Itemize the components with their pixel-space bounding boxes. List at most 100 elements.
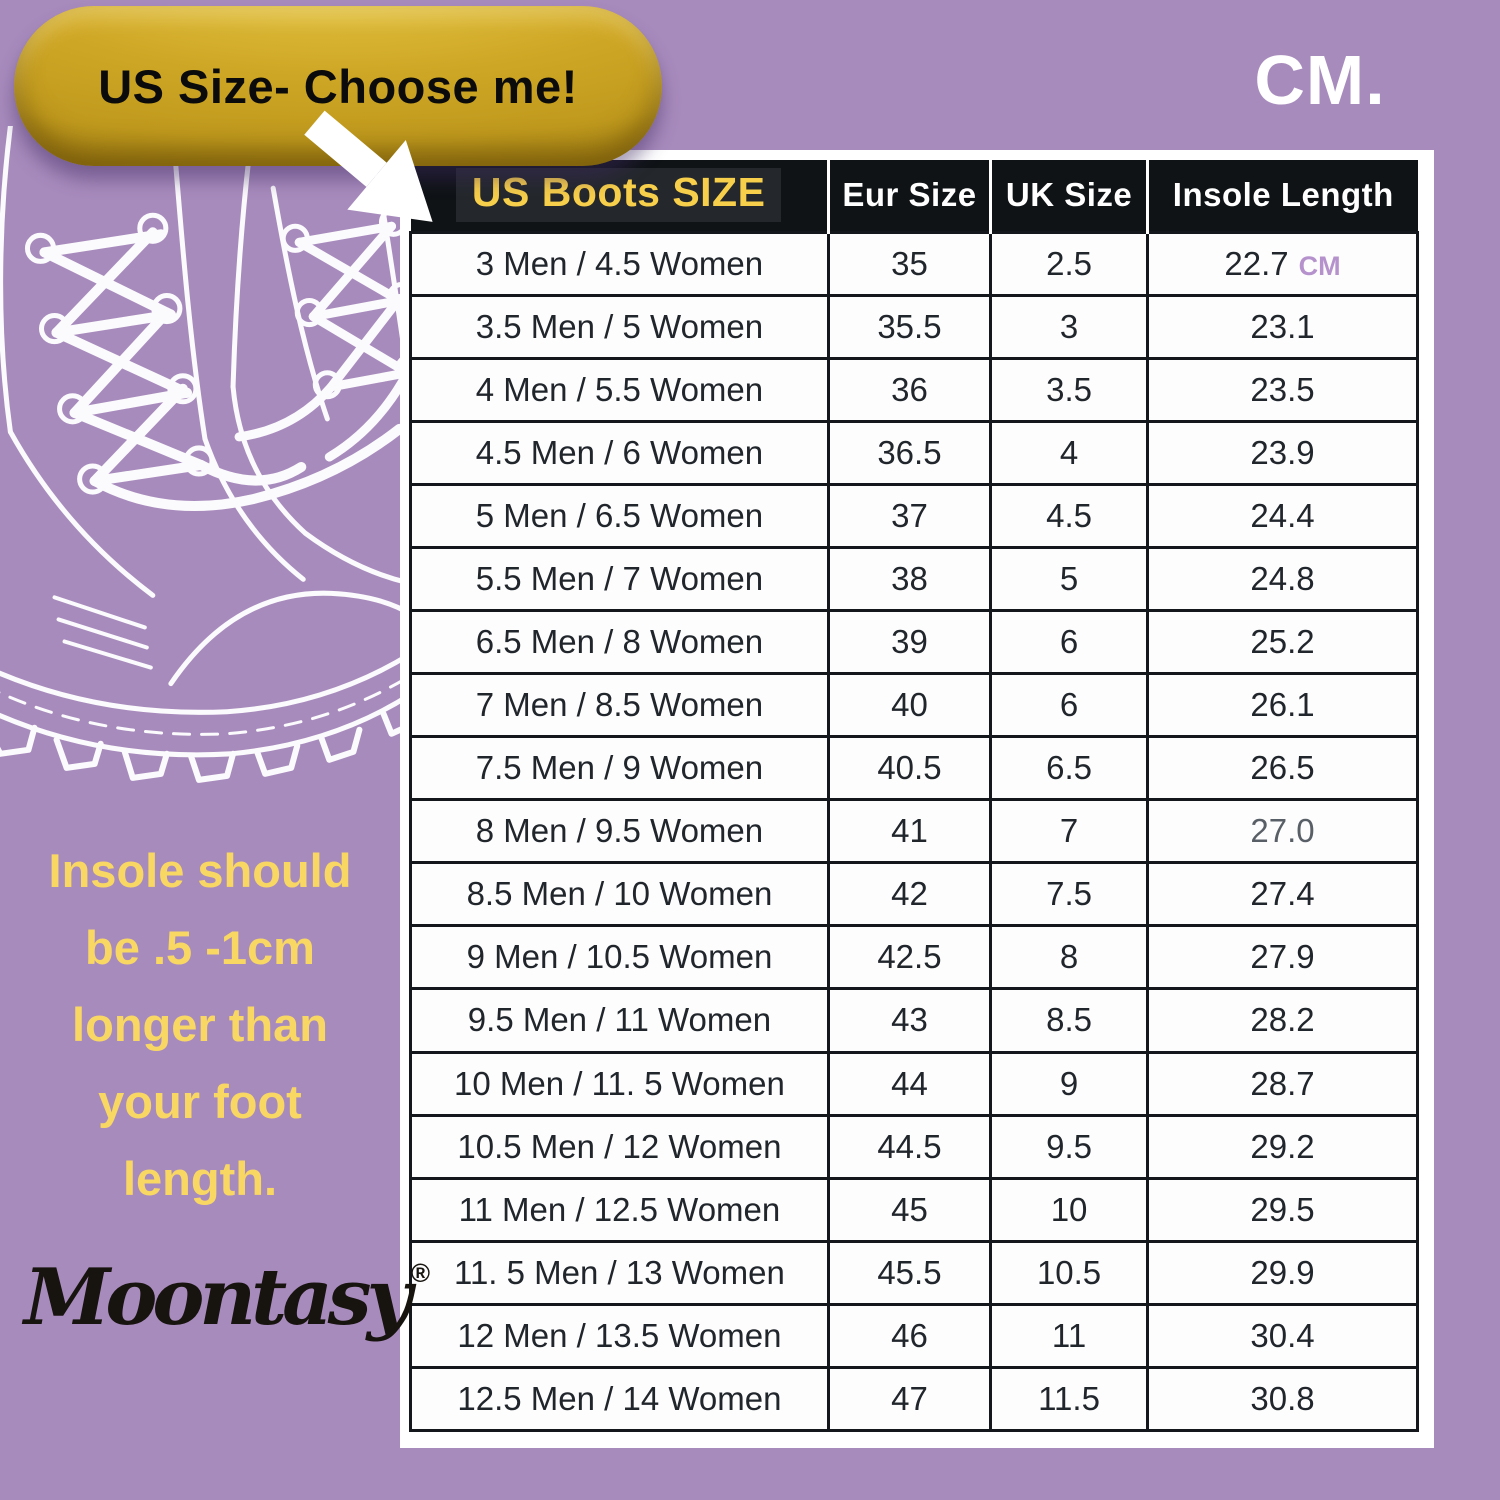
uk-size-cell: 4.5	[989, 482, 1150, 549]
uk-size-cell: 7.5	[989, 861, 1150, 928]
uk-size-cell: 9	[989, 1050, 1150, 1117]
column-header-insole-length: Insole Length	[1146, 160, 1418, 232]
eur-size-cell: 42.5	[826, 924, 993, 991]
eur-size-cell: 35.5	[826, 293, 993, 360]
eur-size-cell: 47	[826, 1365, 993, 1433]
us-size-cell: 3.5 Men / 5 Women	[409, 293, 830, 360]
uk-size-cell: 2.5	[989, 230, 1150, 297]
table-row: 4 Men / 5.5 Women 36 3.5 23.5	[409, 356, 1419, 423]
us-size-cell: 4 Men / 5.5 Women	[409, 356, 830, 423]
eur-size-cell: 46	[826, 1302, 993, 1369]
eur-size-cell: 36.5	[826, 419, 993, 486]
eur-size-cell: 40	[826, 672, 993, 739]
table-row: 5.5 Men / 7 Women 38 5 24.8	[409, 545, 1419, 612]
column-header-uk-size: UK Size	[989, 160, 1148, 232]
us-size-cell: 9.5 Men / 11 Women	[409, 987, 830, 1054]
us-size-cell: 12 Men / 13.5 Women	[409, 1302, 830, 1369]
boots-illustration	[0, 126, 440, 783]
insole-length-cell: 22.7 CM	[1146, 230, 1419, 297]
uk-size-cell: 7	[989, 798, 1150, 865]
size-chart-card: US Boots SIZE Eur Size UK Size Insole Le…	[400, 150, 1434, 1448]
us-size-cell: 3 Men / 4.5 Women	[409, 230, 830, 297]
uk-size-cell: 4	[989, 419, 1150, 486]
uk-size-cell: 10	[989, 1176, 1150, 1243]
uk-size-cell: 8.5	[989, 987, 1150, 1054]
us-size-cell: 8.5 Men / 10 Women	[409, 861, 830, 928]
us-size-cell: 10 Men / 11. 5 Women	[409, 1050, 830, 1117]
insole-length-cell: 23.9	[1146, 419, 1419, 486]
eur-size-cell: 43	[826, 987, 993, 1054]
eur-size-cell: 45	[826, 1176, 993, 1243]
table-row: 8.5 Men / 10 Women 42 7.5 27.4	[409, 861, 1419, 928]
insole-length-cell: 26.5	[1146, 735, 1419, 802]
insole-length-cell: 29.5	[1146, 1176, 1419, 1243]
arrow-down-right-icon	[304, 110, 433, 222]
us-size-cell: 8 Men / 9.5 Women	[409, 798, 830, 865]
table-row: 7.5 Men / 9 Women 40.5 6.5 26.5	[409, 735, 1419, 802]
eur-size-cell: 42	[826, 861, 993, 928]
us-size-badge-label: US Size- Choose me!	[98, 59, 578, 113]
eur-size-cell: 37	[826, 482, 993, 549]
us-size-cell: 7.5 Men / 9 Women	[409, 735, 830, 802]
uk-size-cell: 11.5	[989, 1365, 1150, 1433]
brand-name: Moontasy	[24, 1252, 412, 1343]
insole-length-cell: 30.4	[1146, 1302, 1419, 1369]
insole-length-cell: 27.9	[1146, 924, 1419, 991]
table-row: 10 Men / 11. 5 Women 44 9 28.7	[409, 1050, 1419, 1117]
cm-suffix-label: CM	[1298, 250, 1341, 281]
us-size-cell: 4.5 Men / 6 Women	[409, 419, 830, 486]
eur-size-cell: 38	[826, 545, 993, 612]
uk-size-cell: 8	[989, 924, 1150, 991]
eur-size-cell: 39	[826, 608, 993, 676]
us-size-cell: 10.5 Men / 12 Women	[409, 1113, 830, 1180]
size-table: US Boots SIZE Eur Size UK Size Insole Le…	[409, 160, 1419, 1433]
column-header-us-size: US Boots SIZE	[410, 160, 829, 232]
table-row: 11 Men / 12.5 Women 45 10 29.5	[409, 1176, 1419, 1243]
table-row: 3.5 Men / 5 Women 35.5 3 23.1	[409, 293, 1419, 360]
uk-size-cell: 10.5	[989, 1239, 1150, 1306]
eur-size-cell: 44	[826, 1050, 993, 1117]
table-row: 9 Men / 10.5 Women 42.5 8 27.9	[409, 924, 1419, 991]
us-size-cell: 5 Men / 6.5 Women	[409, 482, 830, 549]
us-size-header-chip: US Boots SIZE	[455, 168, 782, 223]
insole-length-cell: 23.5	[1146, 356, 1419, 423]
uk-size-cell: 11	[989, 1302, 1150, 1369]
insole-length-cell: 28.7	[1146, 1050, 1419, 1117]
insole-length-cell: 24.8	[1146, 545, 1419, 612]
insole-length-cell: 29.2	[1146, 1113, 1419, 1180]
us-size-cell: 11 Men / 12.5 Women	[409, 1176, 830, 1243]
table-row: 4.5 Men / 6 Women 36.5 4 23.9	[409, 419, 1419, 486]
us-size-cell: 12.5 Men / 14 Women	[409, 1365, 830, 1433]
insole-length-cell: 29.9	[1146, 1239, 1419, 1306]
uk-size-cell: 3	[989, 293, 1150, 360]
eur-size-cell: 35	[826, 230, 993, 297]
us-size-cell: 9 Men / 10.5 Women	[409, 924, 830, 991]
registered-mark: ®	[410, 1258, 431, 1288]
us-size-cell: 7 Men / 8.5 Women	[409, 672, 830, 739]
insole-length-cell: 24.4	[1146, 482, 1419, 549]
table-row: 11. 5 Men / 13 Women 45.5 10.5 29.9	[409, 1239, 1419, 1306]
uk-size-cell: 3.5	[989, 356, 1150, 423]
insole-length-cell: 27.4	[1146, 861, 1419, 928]
table-row: 10.5 Men / 12 Women 44.5 9.5 29.2	[409, 1113, 1419, 1180]
eur-size-cell: 44.5	[826, 1113, 993, 1180]
table-row: 12.5 Men / 14 Women 47 11.5 30.8	[409, 1365, 1419, 1433]
insole-length-cell: 25.2	[1146, 608, 1419, 676]
table-row: 6.5 Men / 8 Women 39 6 25.2	[409, 608, 1419, 676]
insole-length-cell: 23.1	[1146, 293, 1419, 360]
brand-logo: Moontasy ®	[24, 1252, 430, 1343]
eur-size-cell: 36	[826, 356, 993, 423]
insole-length-cell: 28.2	[1146, 987, 1419, 1054]
us-size-cell: 6.5 Men / 8 Women	[409, 608, 830, 676]
cm-unit-label: CM.	[1254, 41, 1386, 119]
eur-size-cell: 41	[826, 798, 993, 865]
size-table-body: 3 Men / 4.5 Women 35 2.5 22.7 CM 3.5 Men / 5 …	[409, 230, 1419, 1433]
eur-size-cell: 45.5	[826, 1239, 993, 1306]
table-row: 12 Men / 13.5 Women 46 11 30.4	[409, 1302, 1419, 1369]
insole-note: Insole should be .5 -1cm longer than your f…	[48, 844, 352, 1205]
uk-size-cell: 5	[989, 545, 1150, 612]
table-row: 9.5 Men / 11 Women 43 8.5 28.2	[409, 987, 1419, 1054]
insole-length-cell: 30.8	[1146, 1365, 1419, 1433]
insole-length-cell: 26.1	[1146, 672, 1419, 739]
